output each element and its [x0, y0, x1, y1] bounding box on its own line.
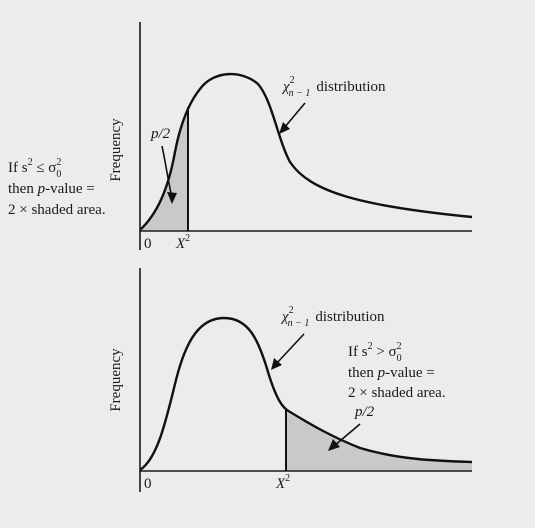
- bottom-x2-label: X2: [275, 473, 290, 492]
- svg-text:If s2 ≤ σ20: If s2 ≤ σ2 0: [8, 157, 61, 180]
- top-condition-note: If s2 ≤ σ2 0 then p-value = 2 × shaded ar…: [8, 157, 106, 218]
- top-distribution-arrowhead: [279, 122, 290, 134]
- bottom-half-p-arrow: [333, 423, 361, 447]
- top-origin-label: 0: [144, 236, 152, 252]
- top-distribution-arrow: [283, 102, 306, 129]
- bottom-panel: Frequency 0 X2 χ2 n − 1 distribution If s2…: [108, 268, 473, 492]
- bottom-y-axis-label: Frequency: [108, 348, 124, 412]
- top-shaded-area: [140, 107, 188, 230]
- top-half-p-arrowhead: [167, 192, 177, 204]
- top-half-p-label: p/2: [150, 126, 171, 142]
- bottom-distribution-arrow: [275, 333, 305, 365]
- top-distribution-label: χ2 n − 1 distribution: [281, 75, 386, 99]
- bottom-distribution-arrowhead: [271, 358, 282, 370]
- svg-text:2 × shaded area.: 2 × shaded area.: [8, 202, 106, 218]
- bottom-shaded-area: [286, 412, 472, 471]
- top-chi-square-curve: [139, 72, 473, 231]
- bottom-half-p-arrowhead: [328, 439, 340, 451]
- top-x2-label: X2: [175, 233, 190, 252]
- bottom-origin-label: 0: [144, 476, 152, 492]
- top-axes: [139, 22, 472, 232]
- bottom-condition-note: If s2 > σ2 0 then p-value = 2 × shaded ar…: [348, 341, 446, 401]
- svg-text:then p-value =: then p-value =: [8, 181, 95, 197]
- top-panel: Frequency 0 X2 p/2 χ2 n − 1 distribution I…: [8, 22, 473, 252]
- svg-text:If s2 > σ20: If s2 > σ2 0: [348, 341, 402, 364]
- svg-text:then p-value =: then p-value =: [348, 365, 435, 381]
- bottom-chi-square-curve: [139, 316, 473, 471]
- top-y-axis-label: Frequency: [108, 118, 124, 182]
- bottom-half-p-label: p/2: [354, 404, 375, 420]
- bottom-distribution-label: χ2 n − 1 distribution: [280, 305, 385, 329]
- svg-text:2 × shaded area.: 2 × shaded area.: [348, 385, 446, 401]
